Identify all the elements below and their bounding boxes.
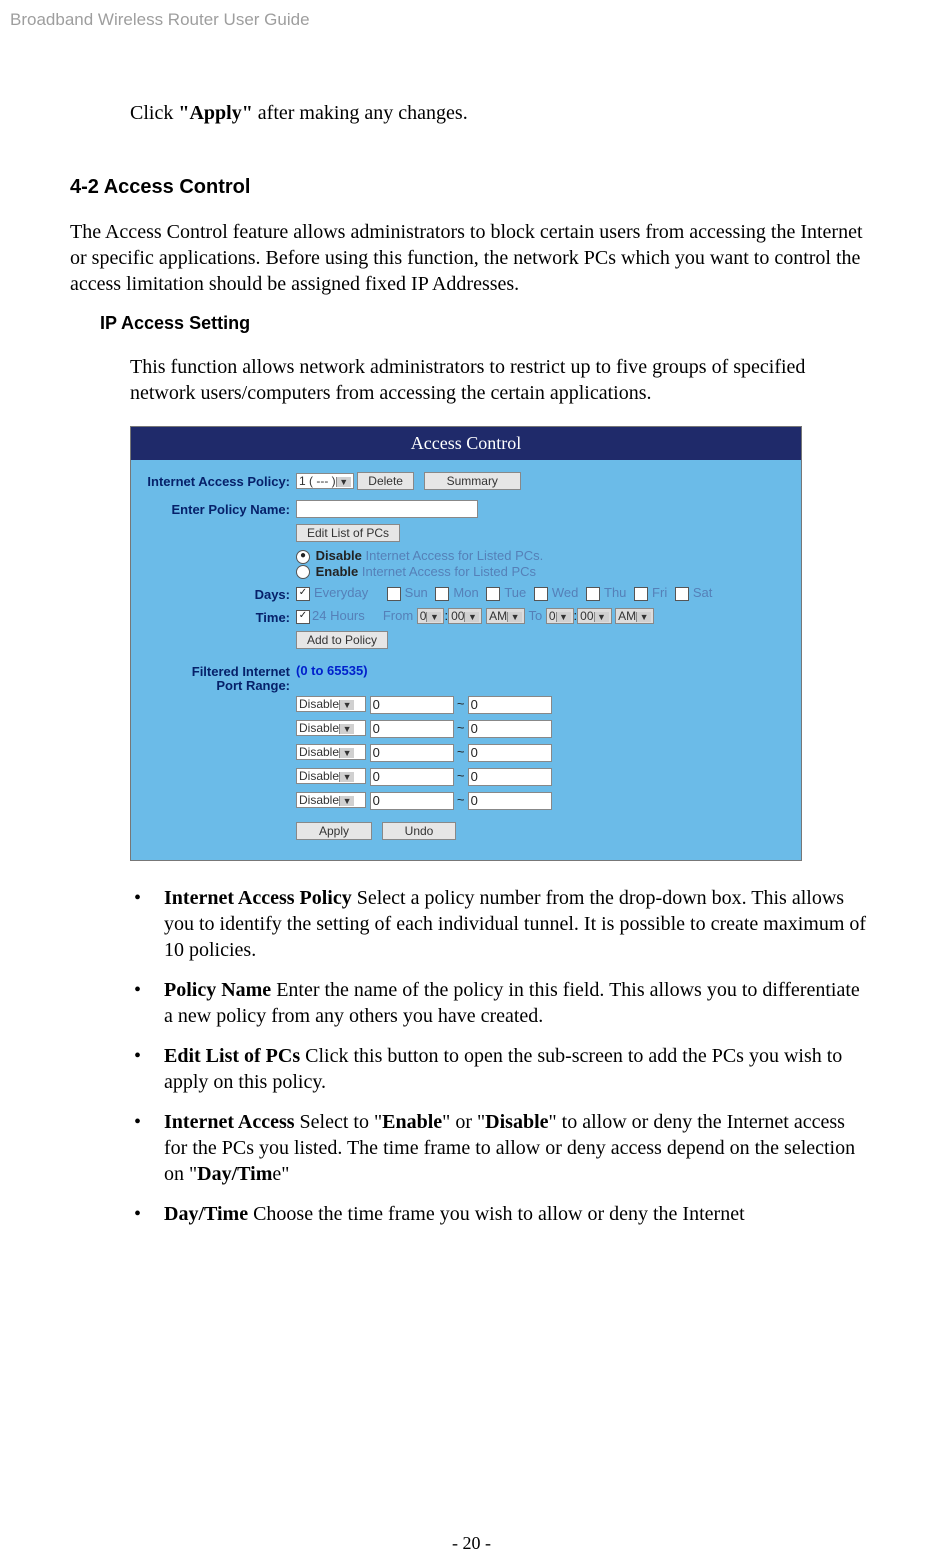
sub-paragraph: This function allows network administrat…: [130, 354, 873, 406]
port-to[interactable]: 0: [468, 792, 552, 810]
port-range-label-2: Port Range:: [216, 678, 290, 693]
bullet-day-time: Day/Time Choose the time frame you wish …: [130, 1201, 873, 1227]
wed-check[interactable]: [534, 587, 548, 601]
bullet-internet-access-policy: Internet Access Policy Select a policy n…: [130, 885, 873, 963]
policy-name-label: Enter Policy Name:: [145, 500, 296, 517]
intro-pre: Click: [130, 102, 178, 124]
apply-button[interactable]: Apply: [296, 822, 372, 840]
from-ampm[interactable]: AM▼: [486, 608, 525, 624]
port-to[interactable]: 0: [468, 720, 552, 738]
enable-rest: Internet Access for Listed PCs: [358, 564, 536, 579]
delete-button[interactable]: Delete: [357, 472, 414, 490]
disable-rest: Internet Access for Listed PCs.: [362, 548, 543, 563]
port-from[interactable]: 0: [370, 720, 454, 738]
port-from[interactable]: 0: [370, 768, 454, 786]
everyday-check[interactable]: ✓: [296, 587, 310, 601]
policy-name-input[interactable]: [296, 500, 478, 518]
sub-heading: IP Access Setting: [100, 313, 873, 334]
summary-button[interactable]: Summary: [424, 472, 521, 490]
section-paragraph: The Access Control feature allows admini…: [70, 219, 873, 297]
proto-select[interactable]: Disable▼: [296, 720, 366, 736]
intro-paragraph: Click "Apply" after making any changes.: [130, 100, 873, 126]
screenshot-title: Access Control: [131, 427, 801, 460]
add-to-policy-button[interactable]: Add to Policy: [296, 631, 388, 649]
fri-check[interactable]: [634, 587, 648, 601]
hours24-check[interactable]: ✓: [296, 610, 310, 624]
tue-check[interactable]: [486, 587, 500, 601]
section-heading: 4-2 Access Control: [70, 176, 873, 199]
port-to[interactable]: 0: [468, 744, 552, 762]
port-from[interactable]: 0: [370, 792, 454, 810]
thu-check[interactable]: [586, 587, 600, 601]
to-ampm[interactable]: AM▼: [615, 608, 654, 624]
port-to[interactable]: 0: [468, 768, 552, 786]
port-to[interactable]: 0: [468, 696, 552, 714]
proto-select[interactable]: Disable▼: [296, 792, 366, 808]
policy-select[interactable]: 1 ( --- )▼: [296, 473, 354, 489]
days-label: Days:: [145, 585, 296, 602]
intro-post: after making any changes.: [253, 102, 468, 124]
edit-list-button[interactable]: Edit List of PCs: [296, 524, 400, 542]
proto-select[interactable]: Disable▼: [296, 696, 366, 712]
undo-button[interactable]: Undo: [382, 822, 457, 840]
to-hour[interactable]: 0▼: [546, 608, 574, 624]
proto-select[interactable]: Disable▼: [296, 744, 366, 760]
port-from[interactable]: 0: [370, 744, 454, 762]
port-hint: (0 to 65535): [296, 663, 368, 678]
enable-bold: Enable: [316, 564, 359, 579]
from-min[interactable]: 00▼: [448, 608, 482, 624]
policy-label: Internet Access Policy:: [145, 472, 296, 489]
to-min[interactable]: 00▼: [577, 608, 611, 624]
bullet-policy-name: Policy Name Enter the name of the policy…: [130, 977, 873, 1029]
page-header: Broadband Wireless Router User Guide: [10, 10, 310, 30]
time-label: Time:: [145, 608, 296, 625]
port-from[interactable]: 0: [370, 696, 454, 714]
sat-check[interactable]: [675, 587, 689, 601]
days-field: ✓Everyday Sun Mon Tue Wed Thu Fri Sat: [296, 585, 787, 601]
from-hour[interactable]: 0▼: [417, 608, 445, 624]
disable-bold: Disable: [316, 548, 362, 563]
bullet-edit-list: Edit List of PCs Click this button to op…: [130, 1043, 873, 1095]
enable-radio[interactable]: [296, 565, 310, 579]
intro-bold: "Apply": [178, 102, 252, 124]
access-control-screenshot: Access Control Internet Access Policy: 1…: [130, 426, 802, 861]
mon-check[interactable]: [435, 587, 449, 601]
page-number: - 20 -: [0, 1533, 943, 1554]
sun-check[interactable]: [387, 587, 401, 601]
proto-select[interactable]: Disable▼: [296, 768, 366, 784]
disable-radio[interactable]: ●: [296, 550, 310, 564]
port-range-label-1: Filtered Internet: [192, 664, 290, 679]
bullet-internet-access: Internet Access Select to "Enable" or "D…: [130, 1109, 873, 1187]
